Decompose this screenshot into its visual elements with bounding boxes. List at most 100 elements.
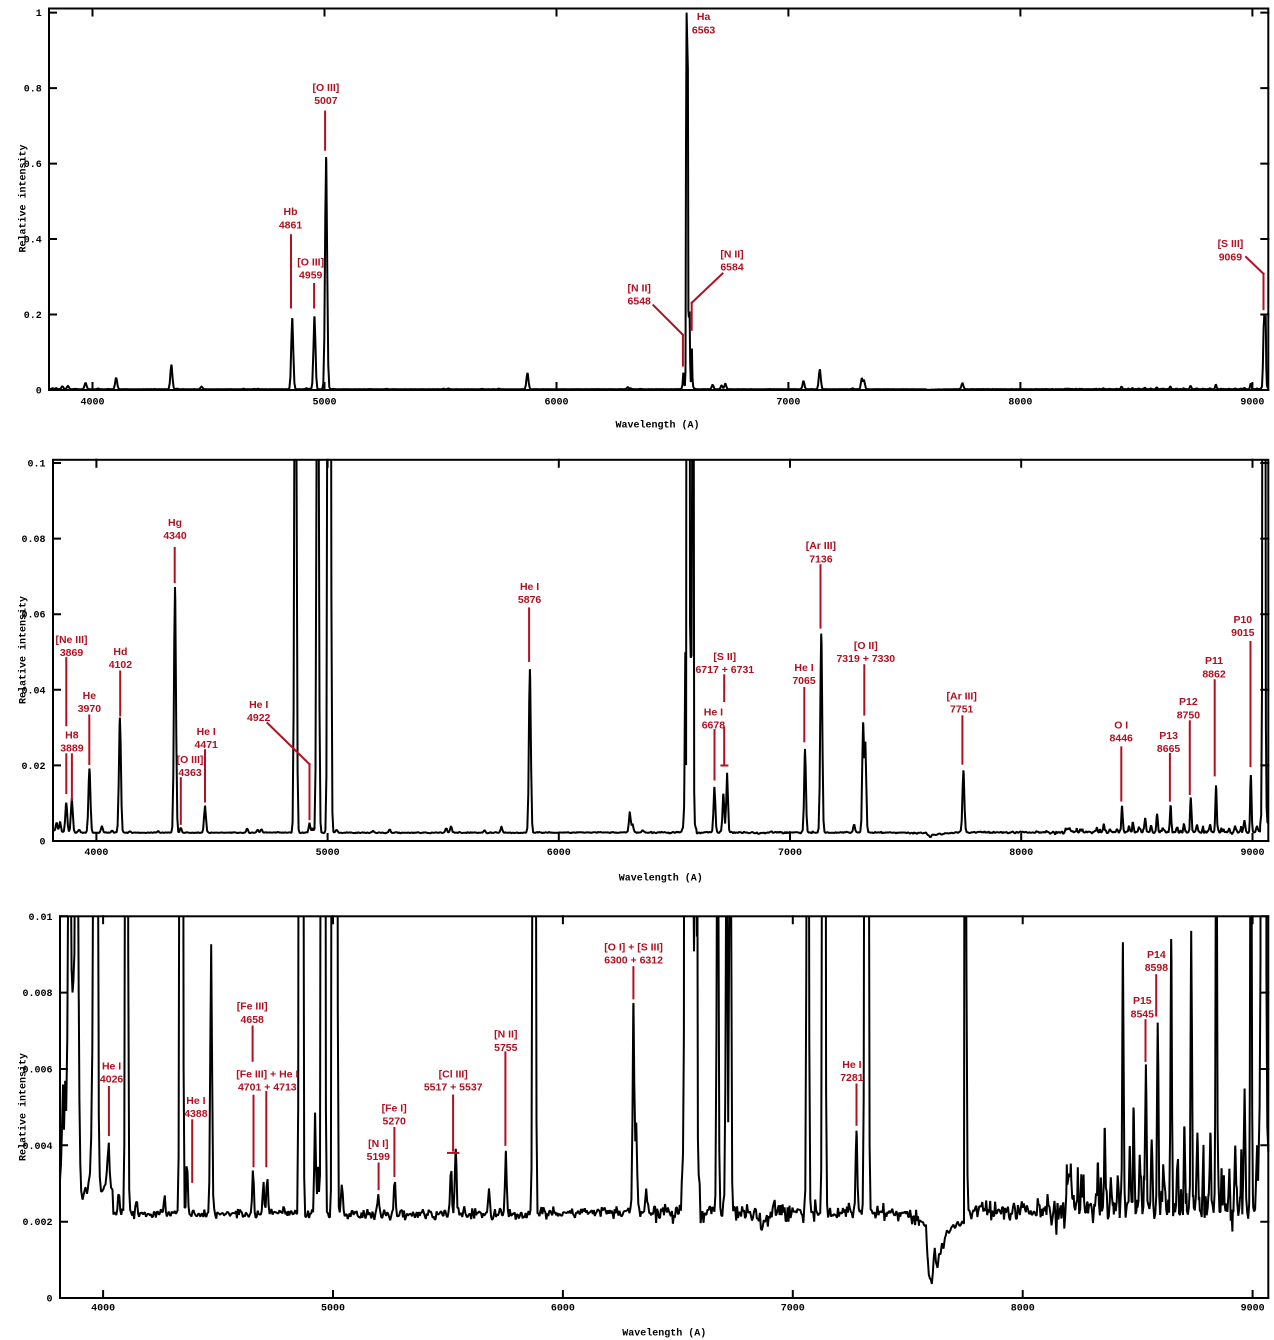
svg-text:8000: 8000	[1009, 848, 1033, 859]
svg-text:0.02: 0.02	[21, 762, 45, 773]
svg-text:5755: 5755	[494, 1042, 518, 1054]
svg-text:9000: 9000	[1241, 1304, 1265, 1315]
svg-text:Wavelength (A): Wavelength (A)	[615, 420, 699, 432]
svg-text:7281: 7281	[840, 1072, 864, 1084]
svg-text:4000: 4000	[84, 848, 108, 859]
svg-text:Wavelength (A): Wavelength (A)	[622, 1327, 706, 1339]
svg-text:8665: 8665	[1157, 743, 1181, 755]
svg-text:H8: H8	[65, 730, 79, 742]
svg-text:P12: P12	[1179, 696, 1198, 708]
svg-text:Relative intensity: Relative intensity	[18, 1053, 30, 1161]
svg-text:8000: 8000	[1011, 1304, 1035, 1315]
svg-text:3869: 3869	[60, 647, 84, 659]
svg-text:0: 0	[39, 838, 45, 849]
svg-text:0.006: 0.006	[22, 1066, 52, 1077]
svg-text:5876: 5876	[518, 594, 542, 606]
svg-text:[Ar III]: [Ar III]	[806, 540, 836, 552]
svg-text:He I: He I	[186, 1095, 205, 1107]
svg-text:Relative intensity: Relative intensity	[18, 144, 30, 252]
svg-text:6563: 6563	[692, 24, 716, 36]
svg-text:He I: He I	[102, 1061, 121, 1073]
svg-text:7065: 7065	[792, 675, 816, 687]
svg-text:[Ne III]: [Ne III]	[55, 634, 87, 646]
svg-text:[N II]: [N II]	[494, 1029, 517, 1041]
svg-text:0.8: 0.8	[24, 85, 42, 96]
svg-text:P14: P14	[1147, 949, 1166, 961]
svg-text:0: 0	[36, 387, 42, 398]
svg-text:6717 + 6731: 6717 + 6731	[695, 664, 754, 676]
svg-text:6300 + 6312: 6300 + 6312	[604, 954, 663, 966]
svg-text:8545: 8545	[1131, 1008, 1155, 1020]
svg-text:7000: 7000	[781, 1304, 805, 1315]
svg-text:Wavelength (A): Wavelength (A)	[619, 872, 703, 884]
svg-text:[O III]: [O III]	[297, 257, 324, 269]
svg-text:7000: 7000	[778, 848, 802, 859]
svg-text:Hd: Hd	[113, 646, 127, 658]
svg-text:4959: 4959	[299, 270, 323, 282]
svg-text:5000: 5000	[316, 848, 340, 859]
svg-text:[N II]: [N II]	[720, 249, 743, 261]
svg-text:He I: He I	[249, 699, 268, 711]
svg-text:7136: 7136	[809, 553, 833, 565]
svg-text:9000: 9000	[1240, 848, 1264, 859]
svg-text:[O III]: [O III]	[177, 754, 204, 766]
svg-text:4701 + 4713: 4701 + 4713	[238, 1082, 297, 1094]
svg-text:4861: 4861	[279, 219, 303, 231]
svg-text:O I: O I	[1114, 720, 1128, 732]
svg-text:4102: 4102	[109, 659, 133, 671]
svg-text:[Fe I]: [Fe I]	[382, 1102, 407, 1114]
svg-text:Hg: Hg	[168, 517, 182, 529]
svg-text:[S II]: [S II]	[713, 651, 736, 663]
svg-text:6584: 6584	[720, 262, 744, 274]
svg-text:[Fe III]: [Fe III]	[237, 1001, 268, 1013]
svg-text:4340: 4340	[163, 530, 187, 542]
svg-text:P11: P11	[1205, 655, 1223, 667]
svg-text:8750: 8750	[1177, 709, 1201, 721]
svg-text:0.2: 0.2	[24, 311, 42, 322]
svg-text:He I: He I	[520, 581, 539, 593]
svg-text:0.06: 0.06	[21, 611, 45, 622]
svg-text:0.4: 0.4	[24, 236, 42, 247]
svg-text:[N I]: [N I]	[368, 1138, 388, 1150]
svg-text:3889: 3889	[60, 743, 84, 755]
svg-text:4000: 4000	[80, 398, 104, 409]
svg-text:6678: 6678	[702, 720, 726, 732]
svg-text:0.08: 0.08	[21, 535, 45, 546]
svg-text:6000: 6000	[547, 848, 571, 859]
svg-text:He I: He I	[704, 707, 723, 719]
svg-text:5007: 5007	[314, 95, 338, 107]
svg-text:He: He	[83, 690, 97, 702]
svg-text:5000: 5000	[321, 1304, 345, 1315]
svg-text:4922: 4922	[247, 712, 271, 724]
svg-text:4363: 4363	[178, 767, 202, 779]
svg-text:[O III]: [O III]	[312, 82, 339, 94]
svg-text:[N II]: [N II]	[628, 283, 651, 295]
svg-text:He I: He I	[794, 662, 813, 674]
svg-text:5270: 5270	[383, 1115, 407, 1127]
svg-text:8862: 8862	[1202, 668, 1226, 680]
svg-text:Relative intensity: Relative intensity	[18, 596, 30, 704]
svg-text:[Cl III]: [Cl III]	[439, 1069, 468, 1081]
svg-text:P10: P10	[1233, 614, 1252, 626]
svg-text:9069: 9069	[1219, 251, 1243, 263]
svg-text:9015: 9015	[1231, 627, 1255, 639]
svg-text:4658: 4658	[241, 1014, 265, 1026]
svg-text:4388: 4388	[184, 1108, 208, 1120]
svg-text:0.008: 0.008	[22, 989, 52, 1000]
svg-text:8000: 8000	[1008, 398, 1032, 409]
svg-text:1: 1	[36, 9, 42, 20]
svg-text:He I: He I	[842, 1059, 861, 1071]
svg-text:0.1: 0.1	[27, 460, 45, 471]
svg-text:6000: 6000	[551, 1304, 575, 1315]
svg-text:7751: 7751	[950, 704, 974, 716]
svg-text:0.002: 0.002	[22, 1218, 52, 1229]
svg-text:5517 + 5537: 5517 + 5537	[424, 1082, 483, 1094]
svg-text:[O II]: [O II]	[854, 640, 878, 652]
svg-text:0.01: 0.01	[28, 913, 52, 924]
svg-text:Hb: Hb	[284, 206, 298, 218]
svg-text:0.004: 0.004	[22, 1142, 52, 1153]
svg-text:P15: P15	[1133, 995, 1152, 1007]
svg-text:He I: He I	[197, 726, 216, 738]
svg-text:[S III]: [S III]	[1218, 238, 1244, 250]
svg-text:7000: 7000	[776, 398, 800, 409]
